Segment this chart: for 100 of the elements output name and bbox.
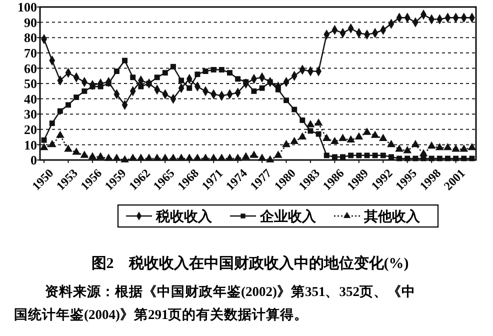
point <box>218 66 224 72</box>
point <box>160 154 170 161</box>
point <box>234 154 242 161</box>
y-tick-label: 30 <box>24 106 37 122</box>
point <box>210 66 216 72</box>
y-tick-label: 10 <box>24 137 37 152</box>
point <box>209 154 218 161</box>
point <box>130 74 136 80</box>
point <box>460 144 468 152</box>
point <box>258 154 266 161</box>
point <box>186 85 192 91</box>
point <box>112 154 121 161</box>
text: 资料来源：根据《中国财政年鉴(2002)》第351、352页、《中国统计年鉴(2004)》第291页的有关数据计算得。 <box>14 284 416 322</box>
point <box>308 128 314 134</box>
point <box>445 156 450 162</box>
point <box>227 70 232 76</box>
point <box>144 154 154 161</box>
point <box>292 106 298 112</box>
point <box>114 68 120 74</box>
point <box>364 152 370 158</box>
point <box>169 154 178 161</box>
point <box>388 154 394 160</box>
point <box>136 154 146 161</box>
point <box>259 85 265 91</box>
y-tick-label: 20 <box>24 122 37 137</box>
point <box>122 58 128 64</box>
point <box>453 156 459 162</box>
point <box>170 64 176 70</box>
point <box>275 86 281 92</box>
point <box>340 154 346 160</box>
point <box>330 136 339 144</box>
point <box>412 156 418 162</box>
point <box>419 149 428 156</box>
point <box>266 155 274 162</box>
point <box>120 155 129 162</box>
point <box>354 132 364 140</box>
point <box>428 156 434 162</box>
text: 图2 税收收入在中国财政收入中的地位变化(%) <box>91 254 409 272</box>
point <box>193 154 202 161</box>
point <box>395 144 404 152</box>
point <box>40 142 48 150</box>
y-tick-label: 60 <box>24 60 37 76</box>
point <box>66 102 71 108</box>
point <box>306 120 315 128</box>
point <box>41 137 47 143</box>
point <box>128 154 138 161</box>
point <box>452 144 460 152</box>
point <box>154 74 160 80</box>
point <box>356 152 362 158</box>
point <box>338 134 347 141</box>
point <box>218 154 226 161</box>
point <box>362 128 372 135</box>
point <box>202 68 208 74</box>
y-tick-label: 80 <box>24 30 37 46</box>
point <box>370 130 380 138</box>
point <box>82 88 88 94</box>
point <box>387 140 396 148</box>
point <box>162 70 168 76</box>
point <box>242 152 250 160</box>
point <box>372 152 378 158</box>
point <box>243 79 249 85</box>
legend-label: 其他收入 <box>363 208 421 225</box>
point <box>48 140 56 148</box>
point <box>194 72 200 78</box>
point <box>316 131 322 137</box>
point <box>332 154 338 160</box>
point <box>96 152 105 160</box>
y-tick-label: 90 <box>24 14 37 30</box>
point <box>346 135 356 143</box>
point <box>49 120 55 126</box>
y-tick-label: 70 <box>24 45 37 60</box>
point <box>88 152 97 160</box>
point <box>314 118 323 126</box>
point <box>251 88 257 94</box>
point <box>201 154 210 161</box>
point <box>284 98 289 104</box>
point <box>298 132 307 140</box>
legend-label: 企业收入 <box>259 208 317 225</box>
point <box>322 134 331 141</box>
y-tick-label: 40 <box>24 91 37 106</box>
y-tick-label: 50 <box>24 76 37 92</box>
point <box>396 156 402 162</box>
point <box>378 134 388 141</box>
legend-label: 税收收入 <box>155 208 213 225</box>
point <box>235 76 241 82</box>
point <box>380 152 386 158</box>
point <box>98 84 104 90</box>
point <box>226 154 234 161</box>
point <box>469 156 475 162</box>
point <box>64 144 72 152</box>
point <box>138 84 144 90</box>
point <box>290 136 298 144</box>
point <box>282 140 290 148</box>
point <box>444 142 452 150</box>
point <box>106 80 112 86</box>
point <box>178 78 184 84</box>
y-tick-label: 0 <box>30 152 37 168</box>
point <box>104 154 113 161</box>
point <box>436 156 442 162</box>
point <box>250 150 258 158</box>
